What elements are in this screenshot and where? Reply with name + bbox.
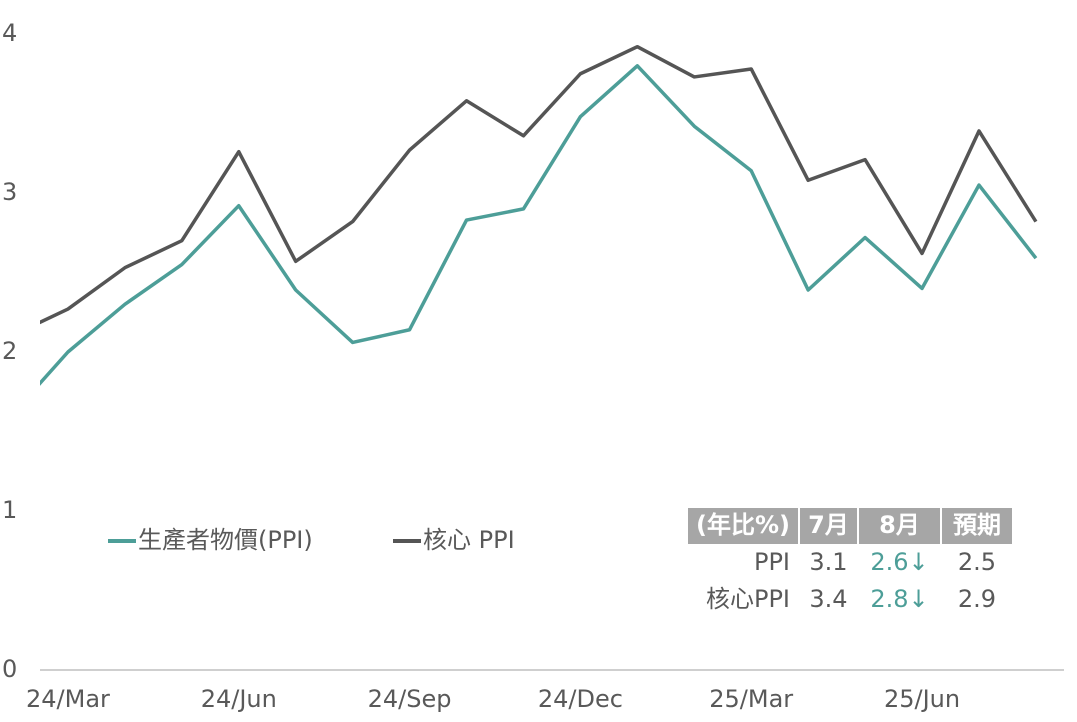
x-tick-label: 24/Dec [538, 685, 623, 713]
legend-label: 核心 PPI [423, 526, 515, 554]
table-header-cell [859, 508, 940, 544]
table-header: 7月 [808, 511, 849, 539]
table-cell: 3.4 [809, 585, 847, 613]
series-line [40, 64, 1038, 386]
x-tick-label: 25/Mar [709, 685, 793, 713]
table-cell: 2.9 [958, 585, 996, 613]
table-cell: PPI [754, 548, 790, 576]
x-tick-label: 24/Sep [368, 685, 452, 713]
table-header: (年比%) [696, 511, 790, 539]
plot-area [40, 44, 1038, 386]
y-tick-label: 1 [2, 496, 17, 524]
table-header-cell [942, 508, 1012, 544]
table-cell: 2.5 [958, 548, 996, 576]
table-cell: 3.1 [809, 548, 847, 576]
y-tick-label: 2 [2, 337, 17, 365]
table-header-cell [800, 508, 857, 544]
table-cell: 2.8↓ [870, 585, 928, 613]
table-header-cell [688, 508, 798, 544]
x-tick-label: 24/Mar [26, 685, 110, 713]
table-cell: 2.6↓ [870, 548, 928, 576]
y-tick-label: 0 [2, 655, 17, 683]
y-tick-label: 4 [2, 19, 17, 47]
series-line [40, 44, 1038, 325]
table-header: 預期 [953, 511, 1001, 539]
x-tick-label: 24/Jun [201, 685, 277, 713]
y-tick-label: 3 [2, 178, 17, 206]
x-tick-label: 25/Jun [884, 685, 960, 713]
table-header: 8月 [879, 511, 920, 539]
legend-label: 生產者物價(PPI) [138, 526, 313, 554]
table-cell: 核心PPI [706, 585, 790, 613]
